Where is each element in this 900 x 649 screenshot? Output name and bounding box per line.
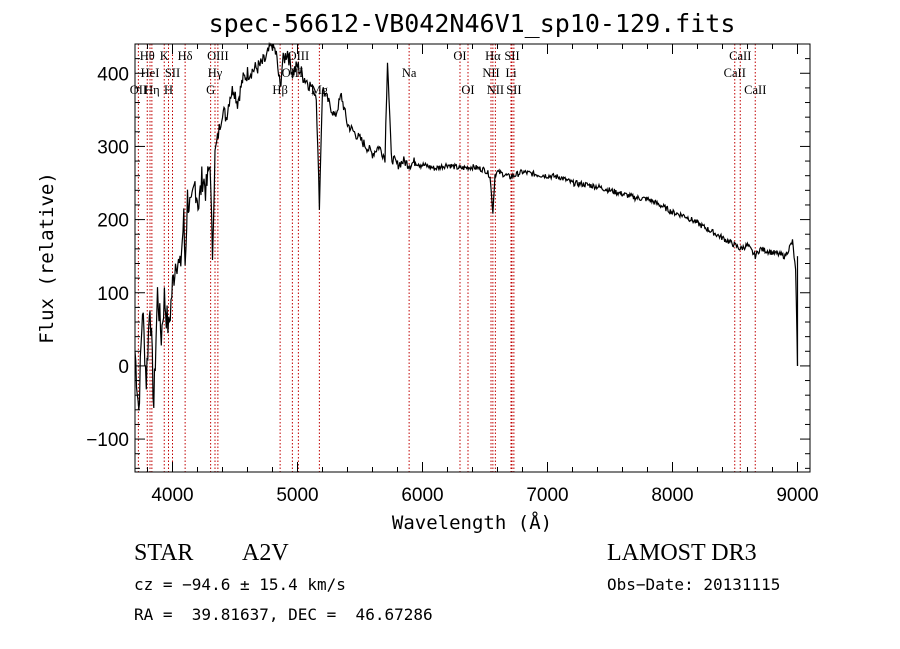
spectral-line-label: NII [487,83,504,97]
coordinates: RA = 39.81637, DEC = 46.67286 [134,605,433,624]
y-axis-label: Flux (relative) [36,172,58,344]
spectral-line-label: SII [506,83,521,97]
spectral-line-label: Li [505,66,517,80]
spectral-line-label: SII [504,49,519,63]
spectral-line-label: Hη [144,83,160,97]
spectral-line-label: NII [482,66,499,80]
x-axis-label: Wavelength (Å) [392,511,552,534]
x-tick-label: 4000 [151,485,193,506]
spectral-line-label: K [160,49,169,63]
spectral-line-label: CaII [744,83,766,97]
x-tick-label: 8000 [651,485,693,506]
spectral-line-label: OI [461,83,474,97]
chart-title: spec-56612-VB042N46V1_sp10-129.fits [209,9,736,38]
spectral-line-label: Na [402,66,417,80]
observation-date: Obs−Date: 20131115 [607,575,781,594]
y-tick-label: 200 [97,211,129,232]
spectral-line-label: Hγ [208,66,223,80]
spectral-line-label: CaII [729,49,751,63]
spectral-line-label: Hθ [140,49,155,63]
spectral-line-label: CaII [724,66,746,80]
object-class: STAR [134,540,194,566]
survey-name: LAMOST DR3 [607,540,757,566]
spectral-line-label: H [164,83,173,97]
spectral-line-label: Hβ [272,83,287,97]
y-tick-label: 400 [97,64,129,85]
x-tick-label: 5000 [276,485,318,506]
y-tick-label: 0 [118,357,129,378]
spectral-line-markers [137,44,756,472]
redshift-velocity: cz = −94.6 ± 15.4 km/s [134,575,346,594]
object-subclass: A2V [242,540,289,566]
y-tick-label: 300 [97,137,129,158]
spectral-line-label: Hδ [178,49,193,63]
spectral-line-label: Hα [485,49,501,63]
plot-frame [134,43,811,473]
spectral-line-label: OII [130,83,147,97]
spectral-line-label: OI [453,49,466,63]
y-tick-label: −100 [86,430,129,451]
x-tick-label: 7000 [526,485,568,506]
spectral-line-label: HeI [141,66,160,80]
x-tick-label: 6000 [401,485,443,506]
flux-line [134,41,799,410]
y-tick-label: 100 [97,284,129,305]
x-tick-label: 9000 [776,485,818,506]
spectral-line-label: SII [165,66,180,80]
spectral-line-label: OIII [288,49,310,63]
axis-ticks: 4000 5000 6000 7000 8000 9000 −100 0 100 200 300 40… [86,43,819,506]
flux-series [134,41,799,410]
spectral-line-label: OIII [207,49,229,63]
spectral-line-label: Mg [311,83,329,97]
spectral-line-label: G [206,83,215,97]
